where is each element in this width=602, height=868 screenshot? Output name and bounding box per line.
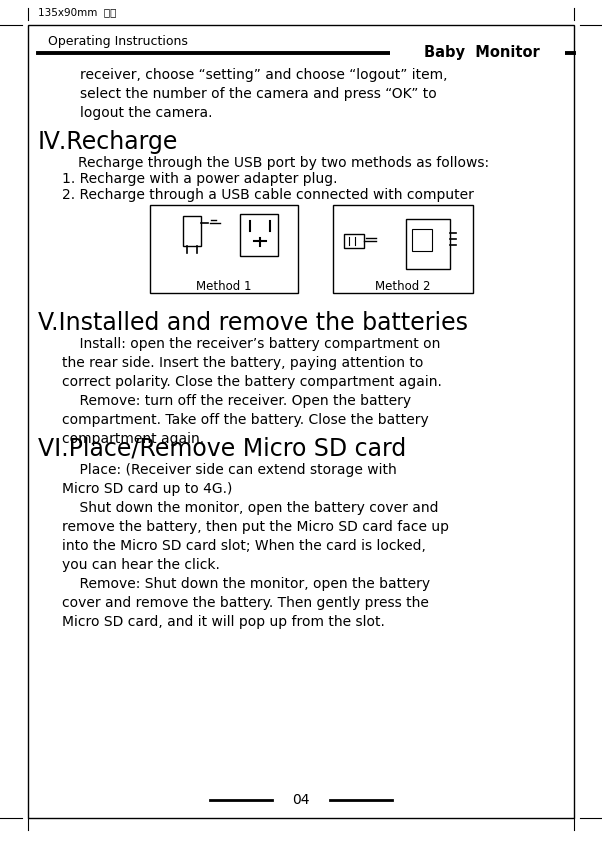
Text: 135x90mm  内页: 135x90mm 内页 [38, 7, 116, 17]
Text: receiver, choose “setting” and choose “logout” item,
select the number of the ca: receiver, choose “setting” and choose “l… [80, 68, 447, 120]
Bar [390, 48, 565, 57]
Text: Operating Instructions: Operating Instructions [48, 35, 188, 48]
Bar [333, 205, 473, 293]
Text: Baby  Monitor: Baby Monitor [424, 45, 540, 61]
Text: Recharge through the USB port by two methods as follows:: Recharge through the USB port by two met… [78, 156, 489, 170]
Text: Place: (Receiver side can extend storage with
Micro SD card up to 4G.)
    Shut : Place: (Receiver side can extend storage… [62, 463, 449, 628]
Bar [412, 229, 432, 251]
Text: VI.Place/Remove Micro SD card: VI.Place/Remove Micro SD card [38, 437, 406, 461]
Bar [183, 216, 201, 246]
Text: Ⅳ.Recharge: Ⅳ.Recharge [38, 130, 178, 154]
Text: Method 1: Method 1 [196, 279, 252, 293]
Bar [406, 219, 450, 269]
Text: 2. Recharge through a USB cable connected with computer: 2. Recharge through a USB cable connecte… [62, 188, 474, 202]
Text: 04: 04 [292, 793, 310, 807]
Bar [344, 234, 364, 248]
Text: V.Installed and remove the batteries: V.Installed and remove the batteries [38, 311, 468, 335]
Bar [240, 214, 278, 256]
Text: Install: open the receiver’s battery compartment on
the rear side. Insert the ba: Install: open the receiver’s battery com… [62, 337, 442, 446]
Text: 1. Recharge with a power adapter plug.: 1. Recharge with a power adapter plug. [62, 172, 338, 186]
Bar [150, 205, 298, 293]
Text: Method 2: Method 2 [375, 279, 431, 293]
